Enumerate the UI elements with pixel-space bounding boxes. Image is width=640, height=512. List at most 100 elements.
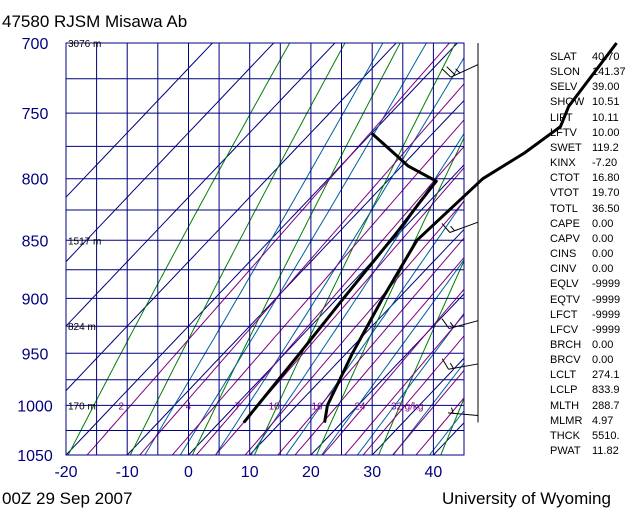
stats-key: SELV: [550, 81, 578, 94]
stats-row: THCK 5510.: [550, 429, 626, 444]
y-tick-label: 800: [22, 172, 49, 189]
mixing-ratio-label: 32: [391, 401, 403, 412]
stats-row: CTOT 16.80: [550, 171, 626, 186]
stats-key: CAPE: [550, 217, 580, 230]
stats-key: PWAT: [550, 445, 581, 458]
stats-value: 0.00: [592, 263, 614, 276]
background-lines: [66, 43, 640, 455]
mixing-ratio-label: 16: [311, 401, 323, 412]
mixing-ratio-label: 7: [235, 401, 241, 412]
wind-barb-half-flag: [451, 407, 454, 414]
stats-value: 19.70: [592, 187, 620, 200]
wind-barb-flag: [441, 223, 451, 233]
stats-row: EQLV -9999: [550, 277, 626, 292]
isotherm-line: [66, 43, 458, 455]
stats-key: EQTV: [550, 293, 580, 306]
stats-row: PWAT 11.82: [550, 444, 626, 459]
wind-barb-shaft: [448, 363, 479, 370]
stats-key: VTOT: [550, 187, 580, 200]
wind-barb-half-flag: [449, 322, 455, 328]
stats-value: 0.00: [592, 248, 614, 261]
stats-value: 16.80: [592, 172, 620, 185]
stats-key: MLMR: [550, 414, 583, 427]
stats-key: BRCV: [550, 354, 581, 367]
observation-time: 00Z 29 Sep 2007: [2, 489, 133, 508]
stats-row: MLMR 4.97: [550, 414, 626, 429]
stats-key: BRCH: [550, 338, 582, 351]
stats-value: -9999: [592, 323, 621, 336]
stats-key: LIFT: [550, 111, 573, 124]
stats-row: SELV 39.00: [550, 80, 626, 95]
temperature-profile-line: [323, 42, 618, 423]
stats-key: THCK: [550, 429, 580, 442]
dry-adiabat-line: [129, 43, 346, 455]
y-tick-label: 850: [22, 233, 49, 250]
stats-row: LIFT 10.11: [550, 111, 626, 126]
stats-key: EQLV: [550, 278, 579, 291]
moist-adiabat-line: [393, 362, 464, 455]
isotherm-line: [66, 43, 213, 198]
stats-value: 0.00: [592, 338, 614, 351]
dry-adiabat-line: [627, 43, 640, 455]
stats-row: KINX -7.20: [550, 156, 626, 171]
mixing-ratio-label: 2: [118, 401, 124, 412]
y-tick-label: 1000: [17, 398, 53, 415]
isotherm-line: [66, 43, 336, 327]
mixing-ratio-label: 24: [354, 401, 366, 412]
stats-row: LFCT -9999: [550, 308, 626, 323]
wind-barb-half-flag: [450, 225, 455, 232]
stats-row: CINS 0.00: [550, 247, 626, 262]
stats-row: BRCV 0.00: [550, 353, 626, 368]
x-tick-label: 0: [184, 464, 193, 481]
stats-key: CAPV: [550, 232, 580, 245]
stats-row: LCLP 833.9: [550, 383, 626, 398]
isotherm-line: [310, 293, 464, 455]
x-tick-label: -10: [116, 464, 139, 481]
stats-value: 39.00: [592, 81, 620, 94]
y-tick-label: 750: [22, 106, 49, 123]
height-label: 170 m: [68, 401, 96, 412]
mixing-ratio-label: 4: [186, 401, 192, 412]
chart-title: 47580 RJSM Misawa Ab: [2, 12, 188, 31]
stats-value: 40.70: [592, 51, 620, 63]
stats-key: KINX: [550, 157, 576, 170]
x-tick-label: -20: [54, 464, 77, 481]
stats-row: LFCV -9999: [550, 323, 626, 338]
y-tick-label: 950: [22, 346, 49, 363]
isotherm-line: [126, 99, 464, 455]
stats-value: -9999: [592, 278, 621, 291]
stats-value: -7.20: [592, 157, 618, 170]
data-source: University of Wyoming: [442, 489, 611, 508]
stats-key: MLTH: [550, 399, 580, 412]
stats-key: LCLP: [550, 384, 578, 397]
grid: [65, 42, 465, 456]
x-tick-label: 40: [425, 464, 443, 481]
wind-barb-half-flag: [449, 362, 454, 369]
stats-row: SWET 119.2: [550, 141, 626, 156]
stats-row: CAPE 0.00: [550, 217, 626, 232]
wind-barb-flag: [441, 68, 452, 78]
stats-row: VTOT 19.70: [550, 186, 626, 201]
stats-key: LFCT: [550, 308, 578, 321]
stats-value: 833.9: [592, 384, 620, 397]
dry-adiabat-line: [378, 259, 464, 455]
dry-adiabat-line: [316, 136, 464, 455]
wind-barb: [441, 221, 479, 233]
stats-key: SWET: [550, 141, 582, 154]
stats-value: -9999: [592, 308, 621, 321]
dry-adiabat-line: [254, 43, 456, 455]
wind-barb-half-flag: [455, 68, 461, 74]
stats-value: 274.1: [592, 369, 620, 382]
wind-barb-flag: [446, 66, 456, 76]
dewpoint-profile-line: [242, 132, 438, 424]
isotherm-line: [66, 43, 397, 392]
stats-value: 5510.: [592, 429, 620, 442]
mixing-ratio-line: [172, 119, 464, 455]
stats-key: CTOT: [550, 172, 580, 185]
stats-key: LCLT: [550, 369, 577, 382]
stats-value: 36.50: [592, 202, 620, 215]
mixing-ratio-line: [344, 313, 464, 455]
stats-value: 0.00: [592, 217, 614, 230]
y-tick-label: 1050: [17, 448, 53, 465]
